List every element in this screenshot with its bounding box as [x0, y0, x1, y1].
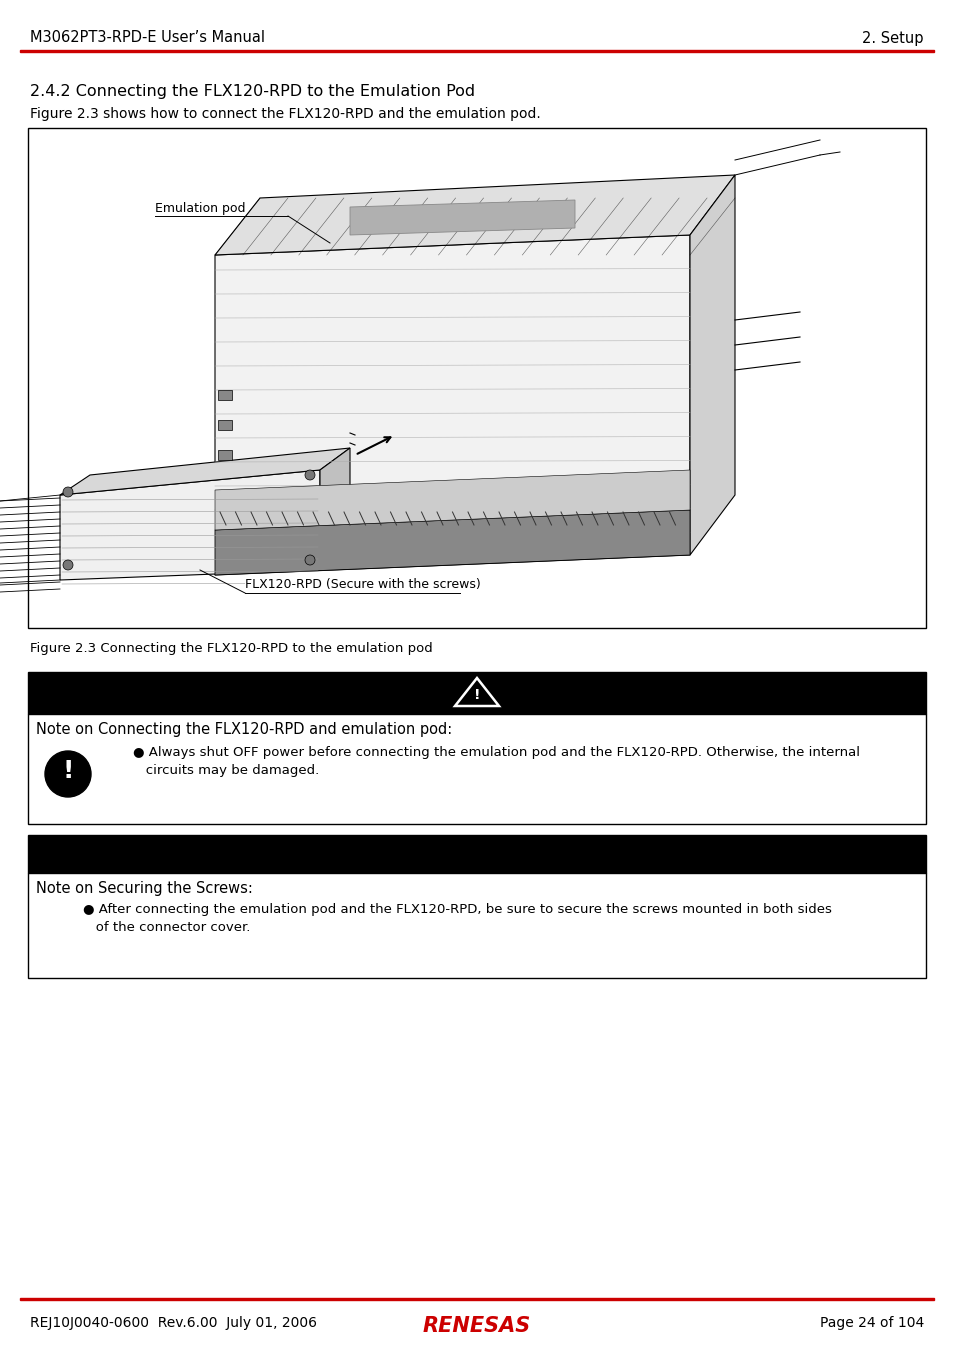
Bar	[28, 128, 925, 628]
Polygon shape	[689, 176, 734, 555]
Text: RENESAS: RENESAS	[422, 1316, 531, 1336]
Text: Page 24 of 104: Page 24 of 104	[819, 1316, 923, 1330]
Circle shape	[45, 751, 91, 796]
Bar	[218, 390, 232, 400]
Text: !: !	[62, 759, 73, 783]
Circle shape	[305, 555, 314, 566]
Polygon shape	[214, 470, 689, 531]
Bar	[28, 672, 925, 714]
Text: circuits may be damaged.: circuits may be damaged.	[132, 764, 319, 778]
Bar	[218, 450, 232, 460]
Text: Figure 2.3 Connecting the FLX120-RPD to the emulation pod: Figure 2.3 Connecting the FLX120-RPD to …	[30, 643, 433, 655]
Polygon shape	[60, 470, 319, 580]
Bar	[218, 420, 232, 431]
Text: !: !	[474, 688, 479, 702]
Text: REJ10J0040-0600  Rev.6.00  July 01, 2006: REJ10J0040-0600 Rev.6.00 July 01, 2006	[30, 1316, 316, 1330]
Bar	[20, 50, 933, 53]
Polygon shape	[319, 448, 350, 570]
Text: of the connector cover.: of the connector cover.	[83, 921, 250, 934]
Text: FLX120-RPD (Secure with the screws): FLX120-RPD (Secure with the screws)	[245, 578, 480, 591]
Polygon shape	[350, 200, 575, 235]
Text: Note on Securing the Screws:: Note on Securing the Screws:	[36, 882, 253, 896]
Text: M3062PT3-RPD-E User’s Manual: M3062PT3-RPD-E User’s Manual	[30, 31, 265, 46]
Text: 2. Setup: 2. Setup	[862, 31, 923, 46]
Polygon shape	[214, 235, 689, 575]
Text: ● Always shut OFF power before connecting the emulation pod and the FLX120-RPD. : ● Always shut OFF power before connectin…	[132, 747, 859, 759]
Circle shape	[305, 470, 314, 481]
Polygon shape	[214, 176, 734, 255]
Bar	[28, 873, 925, 977]
Bar	[28, 714, 925, 824]
Circle shape	[63, 487, 73, 497]
Text: Figure 2.3 shows how to connect the FLX120-RPD and the emulation pod.: Figure 2.3 shows how to connect the FLX1…	[30, 107, 540, 122]
Circle shape	[63, 560, 73, 570]
Text: Emulation pod: Emulation pod	[154, 202, 245, 215]
Bar	[28, 836, 925, 873]
Polygon shape	[214, 510, 689, 575]
Bar	[20, 1297, 933, 1300]
Text: 2.4.2 Connecting the FLX120-RPD to the Emulation Pod: 2.4.2 Connecting the FLX120-RPD to the E…	[30, 84, 475, 99]
Text: ● After connecting the emulation pod and the FLX120-RPD, be sure to secure the s: ● After connecting the emulation pod and…	[83, 903, 831, 917]
Polygon shape	[60, 448, 350, 495]
Text: Note on Connecting the FLX120-RPD and emulation pod:: Note on Connecting the FLX120-RPD and em…	[36, 722, 452, 737]
